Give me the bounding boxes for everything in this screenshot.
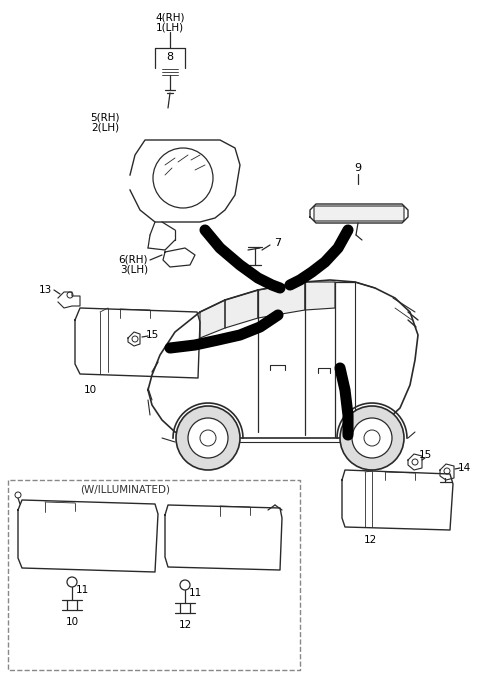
Text: 1(LH): 1(LH) xyxy=(156,22,184,32)
Text: 9: 9 xyxy=(354,163,361,173)
Polygon shape xyxy=(305,282,335,310)
Text: 11: 11 xyxy=(75,585,89,595)
Circle shape xyxy=(188,418,228,458)
FancyBboxPatch shape xyxy=(314,206,404,221)
Text: 5(RH): 5(RH) xyxy=(90,113,120,123)
Text: 10: 10 xyxy=(65,617,79,627)
Text: 6(RH): 6(RH) xyxy=(119,255,148,265)
Circle shape xyxy=(340,406,404,470)
Text: 4(RH): 4(RH) xyxy=(155,13,185,23)
Text: 14: 14 xyxy=(458,463,471,473)
Text: 10: 10 xyxy=(84,385,96,395)
Text: 7: 7 xyxy=(275,238,282,248)
Circle shape xyxy=(176,406,240,470)
Text: 13: 13 xyxy=(39,285,52,295)
Text: (W/ILLUMINATED): (W/ILLUMINATED) xyxy=(80,485,170,495)
Text: 8: 8 xyxy=(167,52,174,62)
Text: 15: 15 xyxy=(145,330,158,340)
Text: 15: 15 xyxy=(419,450,432,460)
Text: 12: 12 xyxy=(363,535,377,545)
Polygon shape xyxy=(258,282,305,318)
Polygon shape xyxy=(200,300,225,338)
Polygon shape xyxy=(225,290,258,328)
Text: 11: 11 xyxy=(188,588,202,598)
Text: 2(LH): 2(LH) xyxy=(91,122,119,132)
Text: 3(LH): 3(LH) xyxy=(120,264,148,274)
Circle shape xyxy=(352,418,392,458)
Text: 12: 12 xyxy=(179,620,192,630)
